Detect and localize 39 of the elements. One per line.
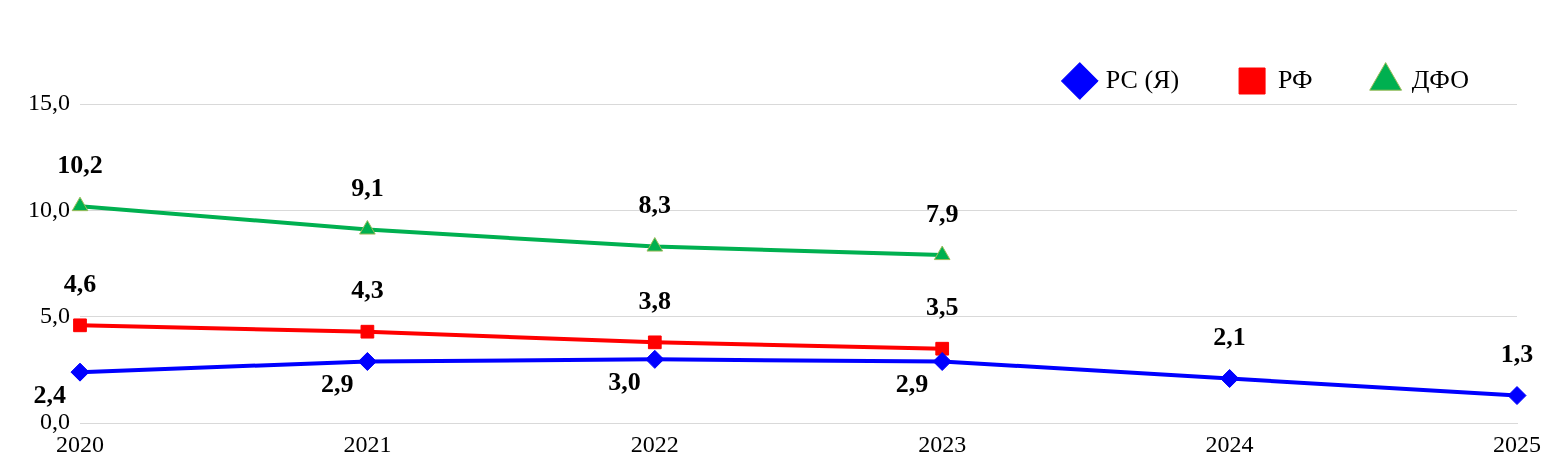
point — [646, 237, 664, 252]
point — [359, 220, 376, 235]
y-tick-label: 10,0 — [28, 195, 70, 222]
data-label: 3,8 — [638, 286, 672, 316]
point — [70, 362, 90, 382]
data-label: 3,5 — [925, 292, 959, 322]
data-label: 1,3 — [1500, 339, 1534, 369]
point — [73, 318, 87, 333]
data-label: 7,9 — [925, 198, 959, 228]
point — [645, 349, 665, 369]
data-label: 2,4 — [33, 379, 66, 409]
data-label: 10,2 — [57, 149, 103, 179]
point — [647, 335, 662, 350]
x-tick-label: 2022 — [630, 430, 679, 457]
point — [1507, 386, 1527, 406]
point — [932, 351, 952, 371]
y-tick-label: 5,0 — [40, 302, 70, 329]
data-label: 8,3 — [638, 190, 672, 220]
data-label: 2,9 — [895, 369, 929, 399]
data-label: 3,0 — [608, 367, 641, 397]
x-tick-label: 2025 — [1493, 430, 1541, 457]
data-label: 4,6 — [63, 269, 97, 299]
point — [357, 351, 377, 371]
legend-label: РС (Я) — [1105, 64, 1180, 94]
data-label: 4,3 — [351, 275, 384, 305]
legend-label: ДФО — [1411, 64, 1469, 94]
x-tick-label: 2024 — [1205, 430, 1254, 457]
data-label: 9,1 — [351, 173, 384, 203]
point — [935, 341, 950, 356]
point — [1220, 369, 1240, 389]
x-tick-label: 2021 — [343, 430, 392, 457]
legend-label: РФ — [1278, 64, 1313, 94]
point — [71, 196, 89, 212]
point — [933, 245, 951, 261]
data-label: 2,9 — [320, 369, 354, 399]
data-label: 2,1 — [1213, 322, 1246, 352]
point — [360, 324, 375, 339]
x-tick-label: 2023 — [918, 430, 967, 457]
y-tick-label: 15,0 — [28, 89, 70, 116]
